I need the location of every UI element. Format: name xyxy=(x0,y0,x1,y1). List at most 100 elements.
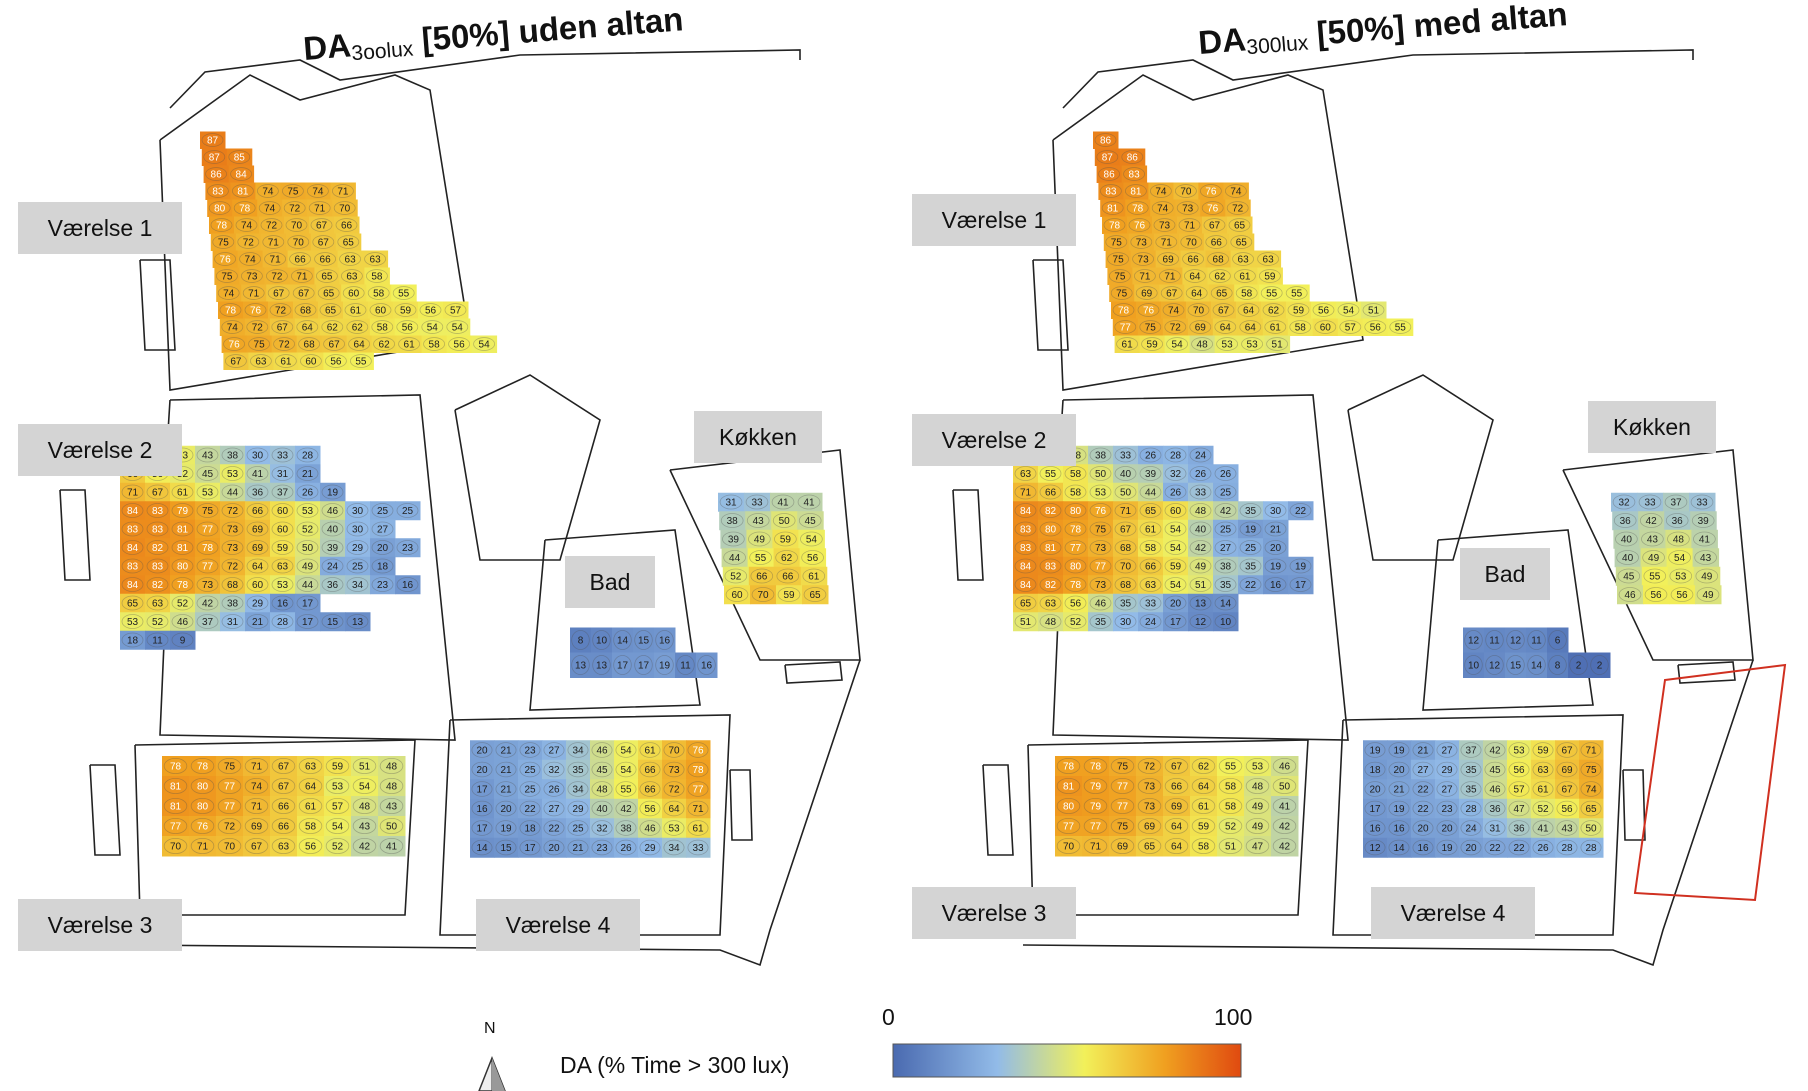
heatmap-value: 67 xyxy=(278,762,290,773)
heatmap-value: 61 xyxy=(644,746,656,757)
heatmap-value: 38 xyxy=(1220,562,1232,573)
heatmap-cell-ring xyxy=(471,761,493,778)
heatmap-cell-ring xyxy=(171,577,194,592)
heatmap-cell-ring xyxy=(146,577,169,592)
heatmap-cell-ring xyxy=(1612,494,1636,510)
heatmap-cell xyxy=(203,165,230,183)
heatmap-cell-ring xyxy=(775,550,798,565)
heatmap-value: 82 xyxy=(1045,580,1057,591)
heatmap-value: 49 xyxy=(1702,590,1714,601)
heatmap-cell-ring xyxy=(146,558,169,574)
heatmap-value: 58 xyxy=(1225,802,1237,813)
heatmap-value: 49 xyxy=(302,562,314,573)
heatmap-value: 76 xyxy=(692,746,704,757)
heatmap-cell-ring xyxy=(244,818,269,835)
heatmap-cell xyxy=(1088,538,1114,558)
heatmap-cell xyxy=(220,612,246,632)
heatmap-value: 72 xyxy=(1170,323,1182,334)
heatmap-value: 52 xyxy=(1225,822,1237,833)
heatmap-cell xyxy=(368,301,394,319)
heatmap-cell-ring xyxy=(335,218,358,232)
heatmap-cell xyxy=(1088,575,1114,595)
heatmap-value: 43 xyxy=(1561,824,1573,835)
heatmap-cell xyxy=(1288,575,1314,595)
heatmap-cell-ring xyxy=(1484,839,1506,856)
heatmap-cell xyxy=(1531,779,1556,800)
heatmap-cell xyxy=(1190,796,1218,817)
heatmap-cell xyxy=(686,798,711,819)
heatmap-cell-ring xyxy=(271,521,294,537)
heatmap-value: 32 xyxy=(548,765,560,776)
heatmap-cell xyxy=(686,818,711,839)
heatmap-cell-ring xyxy=(1116,337,1138,351)
heatmap-value: 16 xyxy=(1393,824,1405,835)
heatmap-value: 15 xyxy=(500,843,512,854)
heatmap-value: 14 xyxy=(1220,599,1232,610)
heatmap-value: 42 xyxy=(1279,822,1291,833)
heatmap-cell xyxy=(243,816,271,837)
heatmap-value: 78 xyxy=(1090,762,1102,773)
heatmap-cell xyxy=(195,501,221,521)
heatmap-cell xyxy=(1643,585,1670,605)
heatmap-cell xyxy=(1387,837,1412,858)
heatmap-cell-ring xyxy=(1176,201,1199,215)
heatmap-value: 34 xyxy=(572,746,584,757)
heatmap-value: 2 xyxy=(1597,661,1603,672)
heatmap-cell-ring xyxy=(1114,466,1137,481)
heatmap-cell xyxy=(120,482,146,502)
heatmap-value: 78 xyxy=(1118,306,1130,317)
heatmap-cell-ring xyxy=(1214,614,1237,629)
heatmap-cell xyxy=(612,652,634,678)
heatmap-cell-ring xyxy=(567,839,589,856)
heatmap-cell-ring xyxy=(1210,286,1233,300)
heatmap-cell xyxy=(1459,740,1484,761)
heatmap-value: 17 xyxy=(1170,617,1182,628)
heatmap-cell xyxy=(270,556,296,576)
heatmap-cell-ring xyxy=(1266,337,1288,351)
heatmap-value: 71 xyxy=(314,204,326,215)
heatmap-cell xyxy=(1263,538,1289,558)
heatmap-cell xyxy=(307,199,333,217)
heatmap-cell xyxy=(345,538,371,558)
heatmap-value: 19 xyxy=(1393,746,1405,757)
heatmap-cell xyxy=(243,301,269,319)
heatmap-value: 52 xyxy=(177,469,189,480)
heatmap-cell-ring xyxy=(1083,778,1108,795)
heatmap-value: 52 xyxy=(1537,804,1549,815)
heatmap-value: 66 xyxy=(644,785,656,796)
heatmap-value: 44 xyxy=(729,553,741,564)
heatmap-cell-ring xyxy=(337,235,360,249)
heatmap-cell xyxy=(145,501,171,521)
heatmap-cell-ring xyxy=(639,761,661,778)
heatmap-cell-ring xyxy=(591,761,613,778)
heatmap-value: 61 xyxy=(692,824,704,835)
heatmap-cell xyxy=(220,519,246,539)
heatmap-cell xyxy=(1637,492,1664,512)
heatmap-cell-ring xyxy=(1089,447,1112,463)
heatmap-value: 59 xyxy=(780,535,792,546)
heatmap-cell xyxy=(1128,233,1155,251)
heatmap-cell-ring xyxy=(1214,320,1237,334)
heatmap-value: 78 xyxy=(1063,762,1075,773)
heatmap-cell-ring xyxy=(223,337,246,351)
heatmap-value: 41 xyxy=(777,498,789,509)
heatmap-cell-ring xyxy=(777,587,801,602)
heatmap-value: 65 xyxy=(1216,289,1228,300)
heatmap-cell-ring xyxy=(1590,655,1609,675)
heatmap-cell xyxy=(210,233,237,251)
heatmap-cell xyxy=(1234,284,1260,302)
heatmap-value: 75 xyxy=(224,762,236,773)
heatmap-value: 13 xyxy=(596,661,608,672)
heatmap-cell-ring xyxy=(1388,781,1410,797)
heatmap-value: 74 xyxy=(1157,204,1169,215)
heatmap-value: 56 xyxy=(1070,599,1082,610)
heatmap-cell-ring xyxy=(1388,761,1410,778)
heatmap-cell-ring xyxy=(1259,269,1281,283)
heatmap-cell-ring xyxy=(1532,820,1554,836)
heatmap-cell xyxy=(1109,756,1137,777)
heatmap-cell xyxy=(289,267,315,285)
heatmap-cell xyxy=(162,816,190,837)
heatmap-cell-ring xyxy=(171,558,194,574)
heatmap-cell xyxy=(654,652,676,678)
heatmap-cell xyxy=(189,836,217,857)
